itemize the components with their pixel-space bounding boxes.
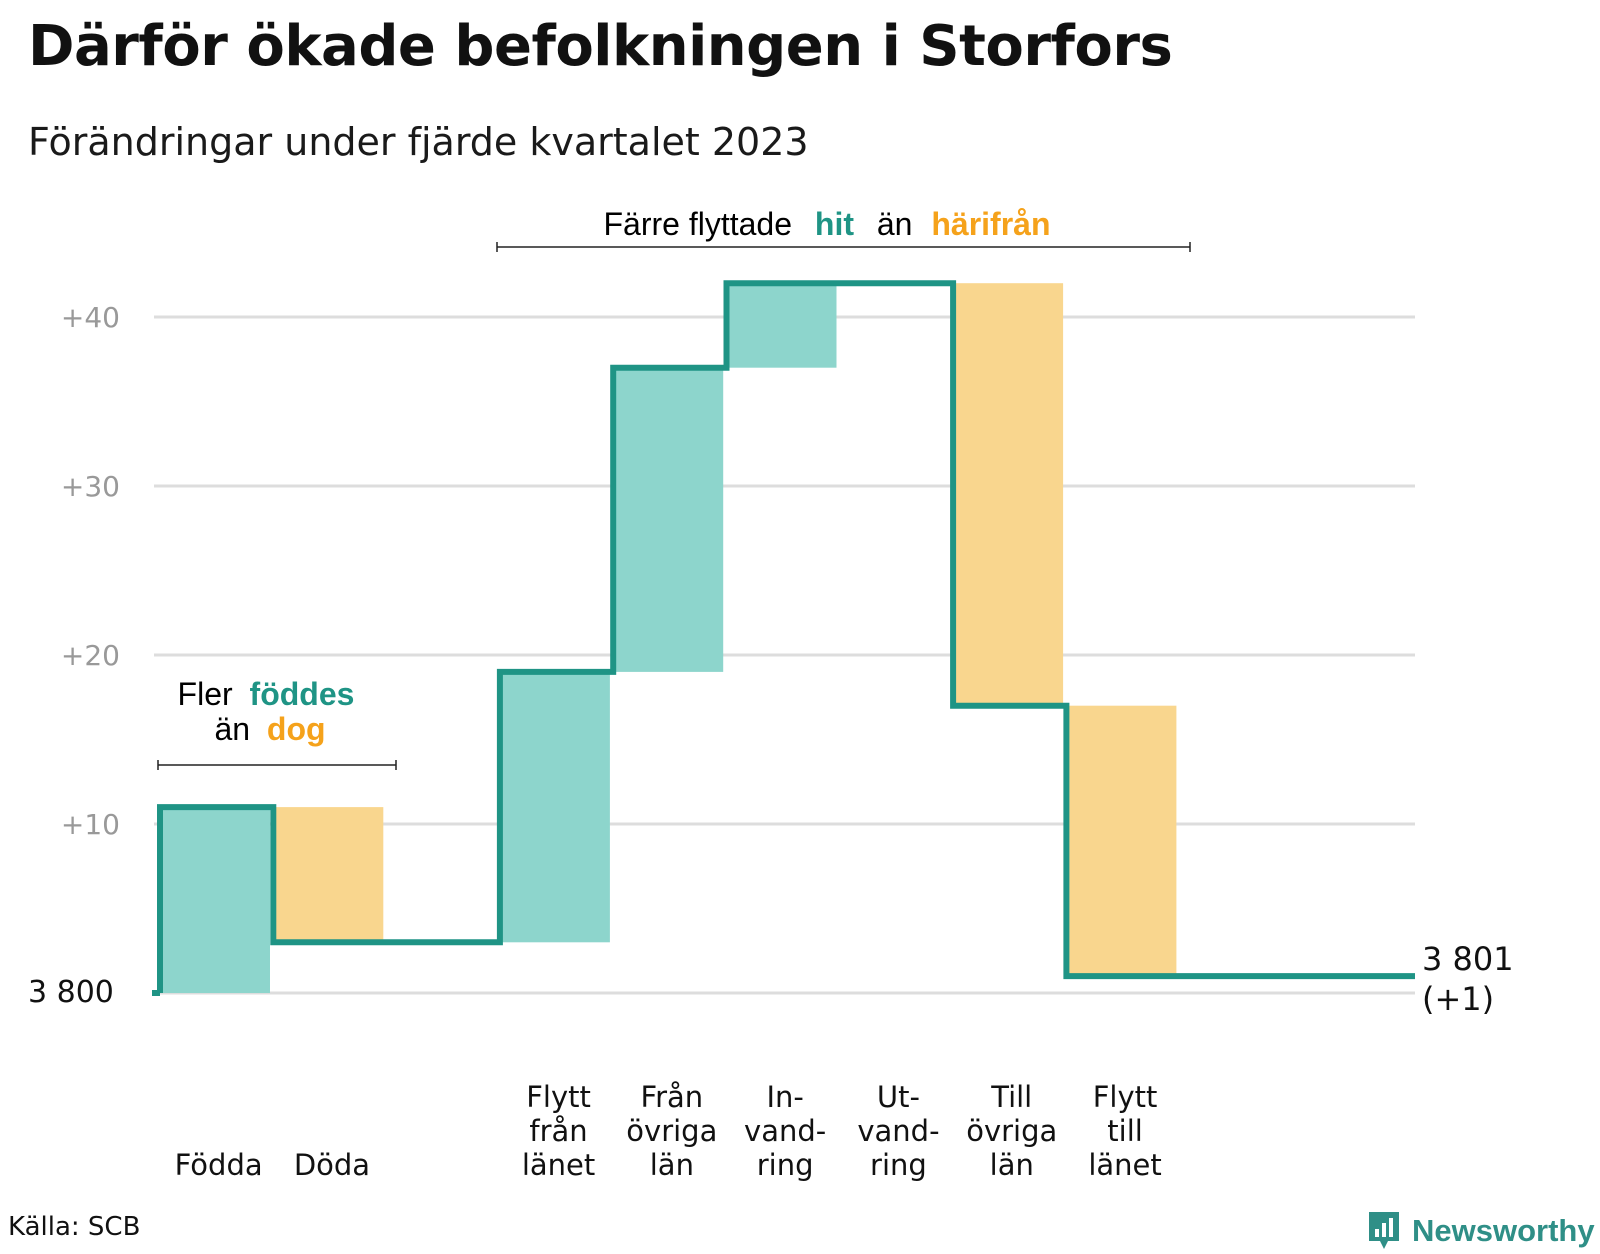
category-label: län bbox=[990, 1148, 1034, 1182]
category-label: övriga bbox=[626, 1114, 717, 1148]
baseline-label: 3 800 bbox=[28, 975, 114, 1010]
end-value-label: 3 801 bbox=[1422, 940, 1514, 978]
y-tick-label: +20 bbox=[61, 639, 120, 672]
newsworthy-icon bbox=[1369, 1212, 1399, 1249]
chart-subtitle: Förändringar under fjärde kvartalet 2023 bbox=[28, 120, 809, 164]
migration-annotation-part1: Färre flyttade bbox=[603, 206, 792, 242]
category-label: Ut- bbox=[877, 1080, 920, 1114]
svg-text:Färre flyttade hit: Färre flyttade hit än härifrån bbox=[603, 206, 1050, 242]
category-label: ring bbox=[757, 1148, 814, 1182]
waterfall-bar bbox=[728, 283, 837, 368]
category-label: länet bbox=[522, 1148, 595, 1182]
brand-name: Newsworthy bbox=[1412, 1213, 1595, 1248]
category-label: från bbox=[529, 1114, 587, 1148]
category-label: länet bbox=[1088, 1148, 1161, 1182]
waterfall-bar bbox=[501, 671, 610, 943]
category-label: Födda bbox=[175, 1148, 263, 1182]
category-label: Flytt bbox=[1093, 1080, 1158, 1114]
category-label: In- bbox=[766, 1080, 803, 1114]
y-tick-label: +30 bbox=[61, 470, 120, 503]
category-label: Döda bbox=[294, 1148, 370, 1182]
category-label: övriga bbox=[966, 1114, 1057, 1148]
migration-bracket bbox=[496, 242, 1191, 252]
births-annotation-part1: Fler bbox=[178, 676, 233, 712]
y-tick-label: +40 bbox=[61, 301, 120, 334]
category-label: till bbox=[1107, 1114, 1143, 1148]
births-annotation-part3: än bbox=[214, 711, 250, 747]
bar-layer bbox=[162, 283, 1177, 993]
chart-title: Därför ökade befolkningen i Storfors bbox=[28, 14, 1173, 79]
brand-logo: Newsworthy bbox=[1366, 1208, 1595, 1254]
cumulative-line bbox=[157, 280, 1415, 993]
births-annotation-part2: föddes bbox=[250, 676, 355, 712]
category-label: vand- bbox=[744, 1114, 826, 1148]
waterfall-bar bbox=[615, 367, 724, 672]
source-note: Källa: SCB bbox=[8, 1212, 141, 1242]
category-label: Till bbox=[990, 1080, 1032, 1114]
category-label: ring bbox=[870, 1148, 927, 1182]
waterfall-bar bbox=[162, 807, 270, 993]
end-change-label: (+1) bbox=[1422, 980, 1494, 1018]
line-layer bbox=[152, 280, 1415, 996]
migration-annotation-part3: än bbox=[877, 206, 913, 242]
migration-annotation-part2: hit bbox=[815, 206, 854, 242]
y-tick-label: +10 bbox=[61, 808, 120, 841]
svg-text:än dog: än dog bbox=[214, 711, 325, 747]
migration-annotation: Färre flyttade hit än härifrån bbox=[496, 206, 1191, 252]
births-bracket bbox=[157, 760, 397, 770]
category-label: län bbox=[650, 1148, 694, 1182]
waterfall-bar bbox=[275, 807, 384, 943]
category-label: Från bbox=[641, 1080, 704, 1114]
migration-annotation-part4: härifrån bbox=[931, 206, 1050, 242]
waterfall-bar bbox=[1068, 705, 1177, 977]
births-annotation-part4: dog bbox=[267, 711, 326, 747]
svg-text:Fler föddes: Fler föddes bbox=[178, 676, 355, 712]
category-label: vand- bbox=[857, 1114, 939, 1148]
category-label: Flytt bbox=[526, 1080, 591, 1114]
births-annotation: Fler föddes än dog bbox=[157, 676, 397, 770]
waterfall-bar bbox=[955, 283, 1064, 706]
